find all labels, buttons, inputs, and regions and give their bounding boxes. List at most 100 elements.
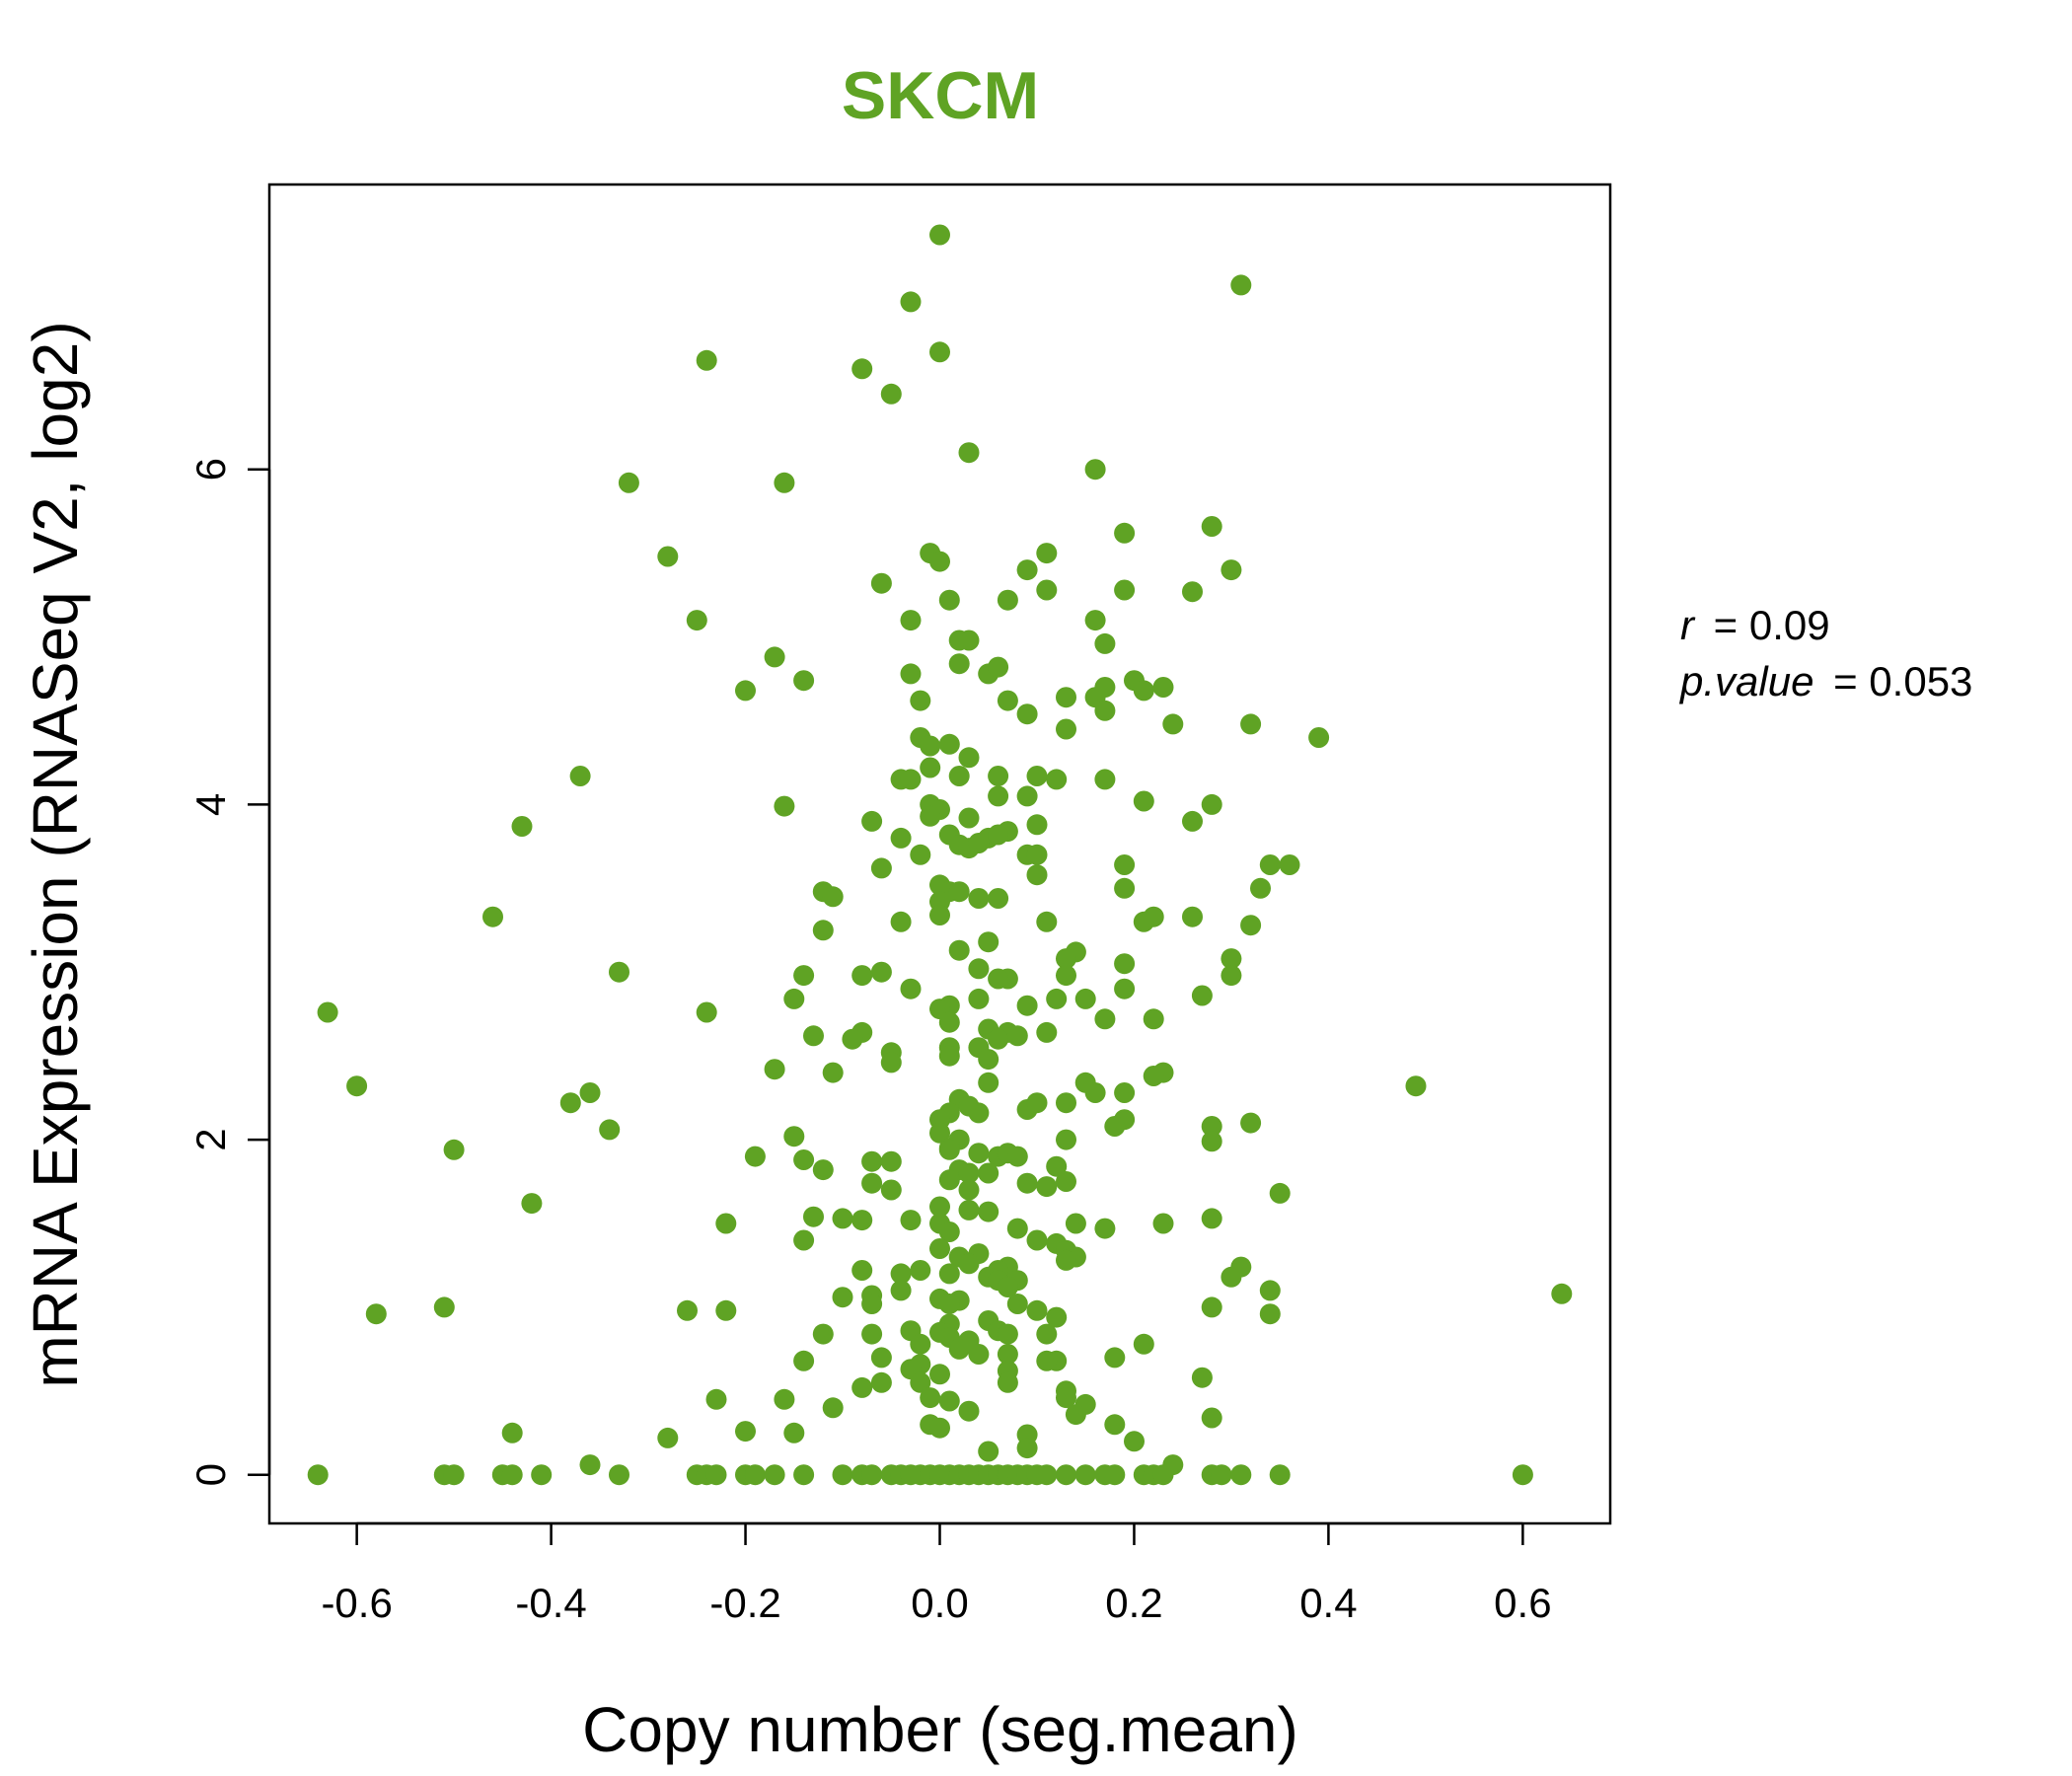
data-point xyxy=(1133,680,1154,702)
data-point xyxy=(1065,1404,1086,1426)
data-point xyxy=(1094,632,1116,654)
data-point xyxy=(1006,1025,1028,1047)
data-point xyxy=(317,1001,338,1023)
data-point xyxy=(988,656,1009,678)
data-point xyxy=(997,589,1018,611)
data-point xyxy=(920,735,941,757)
data-point xyxy=(1512,1464,1533,1486)
data-point xyxy=(1191,985,1213,1006)
data-point xyxy=(1162,713,1184,735)
data-point xyxy=(812,1159,834,1181)
r-stat: r = 0.09 xyxy=(1680,602,1830,648)
data-point xyxy=(715,1299,737,1321)
data-point xyxy=(569,766,591,786)
data-point xyxy=(958,807,980,829)
data-point xyxy=(968,888,990,909)
data-point xyxy=(365,1303,387,1325)
data-point xyxy=(1230,1464,1252,1486)
data-point xyxy=(1114,953,1136,975)
data-point xyxy=(783,1422,805,1443)
data-point xyxy=(1114,978,1136,999)
data-point xyxy=(521,1193,543,1215)
data-point xyxy=(938,1263,960,1285)
data-point xyxy=(443,1139,465,1160)
data-point xyxy=(900,663,922,685)
data-point xyxy=(1056,1129,1076,1150)
data-point xyxy=(988,968,1009,990)
data-point xyxy=(1201,516,1222,537)
data-point xyxy=(1133,911,1154,932)
data-point xyxy=(443,1464,465,1486)
data-point xyxy=(910,1333,931,1355)
data-point xyxy=(803,1025,824,1047)
p-value: = 0.053 xyxy=(1833,658,1972,704)
data-point xyxy=(812,1323,834,1345)
data-point xyxy=(861,1172,883,1194)
data-point xyxy=(774,795,795,817)
data-point xyxy=(938,1045,960,1067)
data-point xyxy=(851,358,873,380)
data-point xyxy=(832,1208,853,1229)
data-point xyxy=(1016,785,1038,807)
data-point xyxy=(609,1464,629,1486)
x-tick-label: 0.2 xyxy=(1105,1580,1162,1626)
data-point xyxy=(870,857,892,879)
data-point xyxy=(958,1400,980,1422)
data-point xyxy=(1104,1464,1126,1486)
data-point xyxy=(1016,1172,1038,1194)
data-point xyxy=(1026,844,1048,865)
data-point xyxy=(1201,1116,1222,1137)
data-point xyxy=(599,1119,621,1141)
data-point xyxy=(696,1001,717,1023)
data-point xyxy=(988,1028,1009,1050)
data-point xyxy=(1026,864,1048,886)
y-tick-label: 2 xyxy=(187,1128,234,1150)
data-point xyxy=(1259,1280,1281,1301)
data-point xyxy=(822,1397,844,1419)
data-point xyxy=(1036,579,1058,601)
data-point xyxy=(579,1454,601,1476)
x-axis-label: Copy number (seg.mean) xyxy=(582,1694,1298,1765)
data-point xyxy=(1026,1299,1048,1321)
data-point xyxy=(958,629,980,651)
data-point xyxy=(978,1162,999,1184)
data-point xyxy=(1259,854,1281,875)
y-tick-label: 6 xyxy=(187,458,234,481)
data-point xyxy=(1036,1350,1058,1371)
data-point xyxy=(1026,766,1048,786)
data-point xyxy=(1036,543,1058,564)
data-point xyxy=(1036,911,1058,932)
data-point xyxy=(1056,1092,1076,1114)
data-point xyxy=(958,1253,980,1275)
data-point xyxy=(1094,769,1116,790)
data-point xyxy=(948,881,970,903)
data-point xyxy=(1221,559,1242,581)
data-point xyxy=(686,610,707,631)
data-point xyxy=(1269,1182,1291,1204)
data-point xyxy=(1201,1131,1222,1152)
data-point xyxy=(988,785,1009,807)
data-point xyxy=(705,1388,727,1410)
data-point xyxy=(793,1229,815,1251)
data-point xyxy=(1016,559,1038,581)
data-point xyxy=(1114,522,1136,544)
x-tick-label: -0.6 xyxy=(321,1580,392,1626)
data-point xyxy=(1269,1464,1291,1486)
data-point xyxy=(1551,1283,1573,1304)
data-point xyxy=(1114,579,1136,601)
data-point xyxy=(958,747,980,769)
data-point xyxy=(938,1294,960,1314)
data-point xyxy=(531,1464,553,1486)
data-point xyxy=(1201,1208,1222,1229)
data-point xyxy=(783,988,805,1009)
data-point xyxy=(511,816,533,837)
data-point xyxy=(1143,1066,1164,1086)
data-point xyxy=(1056,948,1076,970)
data-point xyxy=(920,757,941,778)
x-tick-label: 0.6 xyxy=(1494,1580,1551,1626)
data-point xyxy=(890,827,912,849)
data-point xyxy=(988,824,1009,846)
data-point xyxy=(880,383,902,405)
data-point xyxy=(822,1062,844,1083)
